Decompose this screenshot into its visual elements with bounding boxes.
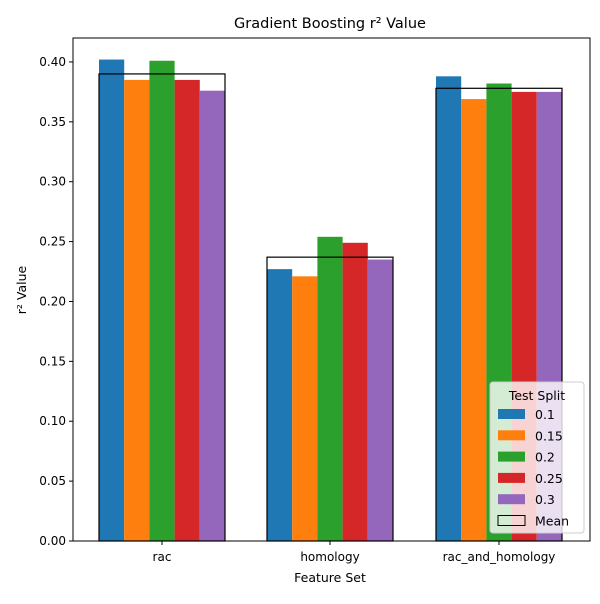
legend-swatch [498, 472, 525, 483]
bar-homology-0.3 [367, 259, 393, 541]
legend-swatch [498, 430, 525, 441]
legend-swatch [498, 409, 525, 419]
bar-rac_and_homology-0.1 [436, 76, 462, 541]
bar-homology-0.2 [317, 236, 343, 542]
y-tick-label: 0.10 [39, 414, 66, 428]
bar-rac-0.25 [174, 79, 200, 542]
bar-homology-0.25 [342, 242, 368, 542]
x-tick-label: homology [300, 550, 359, 564]
y-tick-label: 0.30 [39, 175, 66, 189]
legend-label: 0.25 [535, 471, 563, 486]
legend-swatch [497, 515, 526, 526]
y-tick-label: 0.20 [39, 294, 66, 308]
bar-rac-0.1 [99, 59, 125, 542]
y-tick-label: 0.35 [39, 115, 66, 129]
bar-homology-0.1 [267, 269, 293, 541]
axes-layer: 0.00 0.05 0.10 0.15 0.20 0.25 0.30 0.35 0.40 rac h… [39, 37, 591, 564]
legend-label: 0.1 [535, 407, 555, 422]
legend-swatch [498, 451, 525, 462]
y-tick-label: 0.40 [39, 55, 66, 69]
y-tick-label: 0.00 [39, 534, 66, 548]
bar-rac-0.3 [199, 90, 225, 541]
y-tick-label: 0.15 [39, 354, 66, 368]
legend: Test Split 0.1 0.15 0.2 0.25 0.3 Mean [489, 381, 585, 534]
bar-rac-0.2 [149, 60, 175, 541]
bar-rac_and_homology-0.15 [461, 99, 487, 541]
x-axis-label: Feature Set [294, 570, 366, 585]
y-tick-label: 0.05 [39, 474, 66, 488]
legend-swatch [498, 494, 525, 505]
x-tick-label: rac [153, 550, 172, 564]
y-axis-label: r² Value [14, 265, 29, 314]
legend-label: Mean [535, 514, 569, 529]
legend-label: 0.3 [535, 492, 555, 507]
bar-rac-0.15 [124, 79, 150, 542]
legend-label: 0.2 [535, 450, 555, 465]
legend-label: 0.15 [535, 428, 563, 443]
legend-title: Test Split [508, 388, 565, 403]
bar-homology-0.15 [292, 276, 318, 541]
x-tick-label: rac_and_homology [443, 550, 556, 564]
plot-frame [72, 37, 591, 542]
y-tick-label: 0.25 [39, 235, 66, 249]
chart-title: Gradient Boosting r² Value [234, 16, 426, 32]
